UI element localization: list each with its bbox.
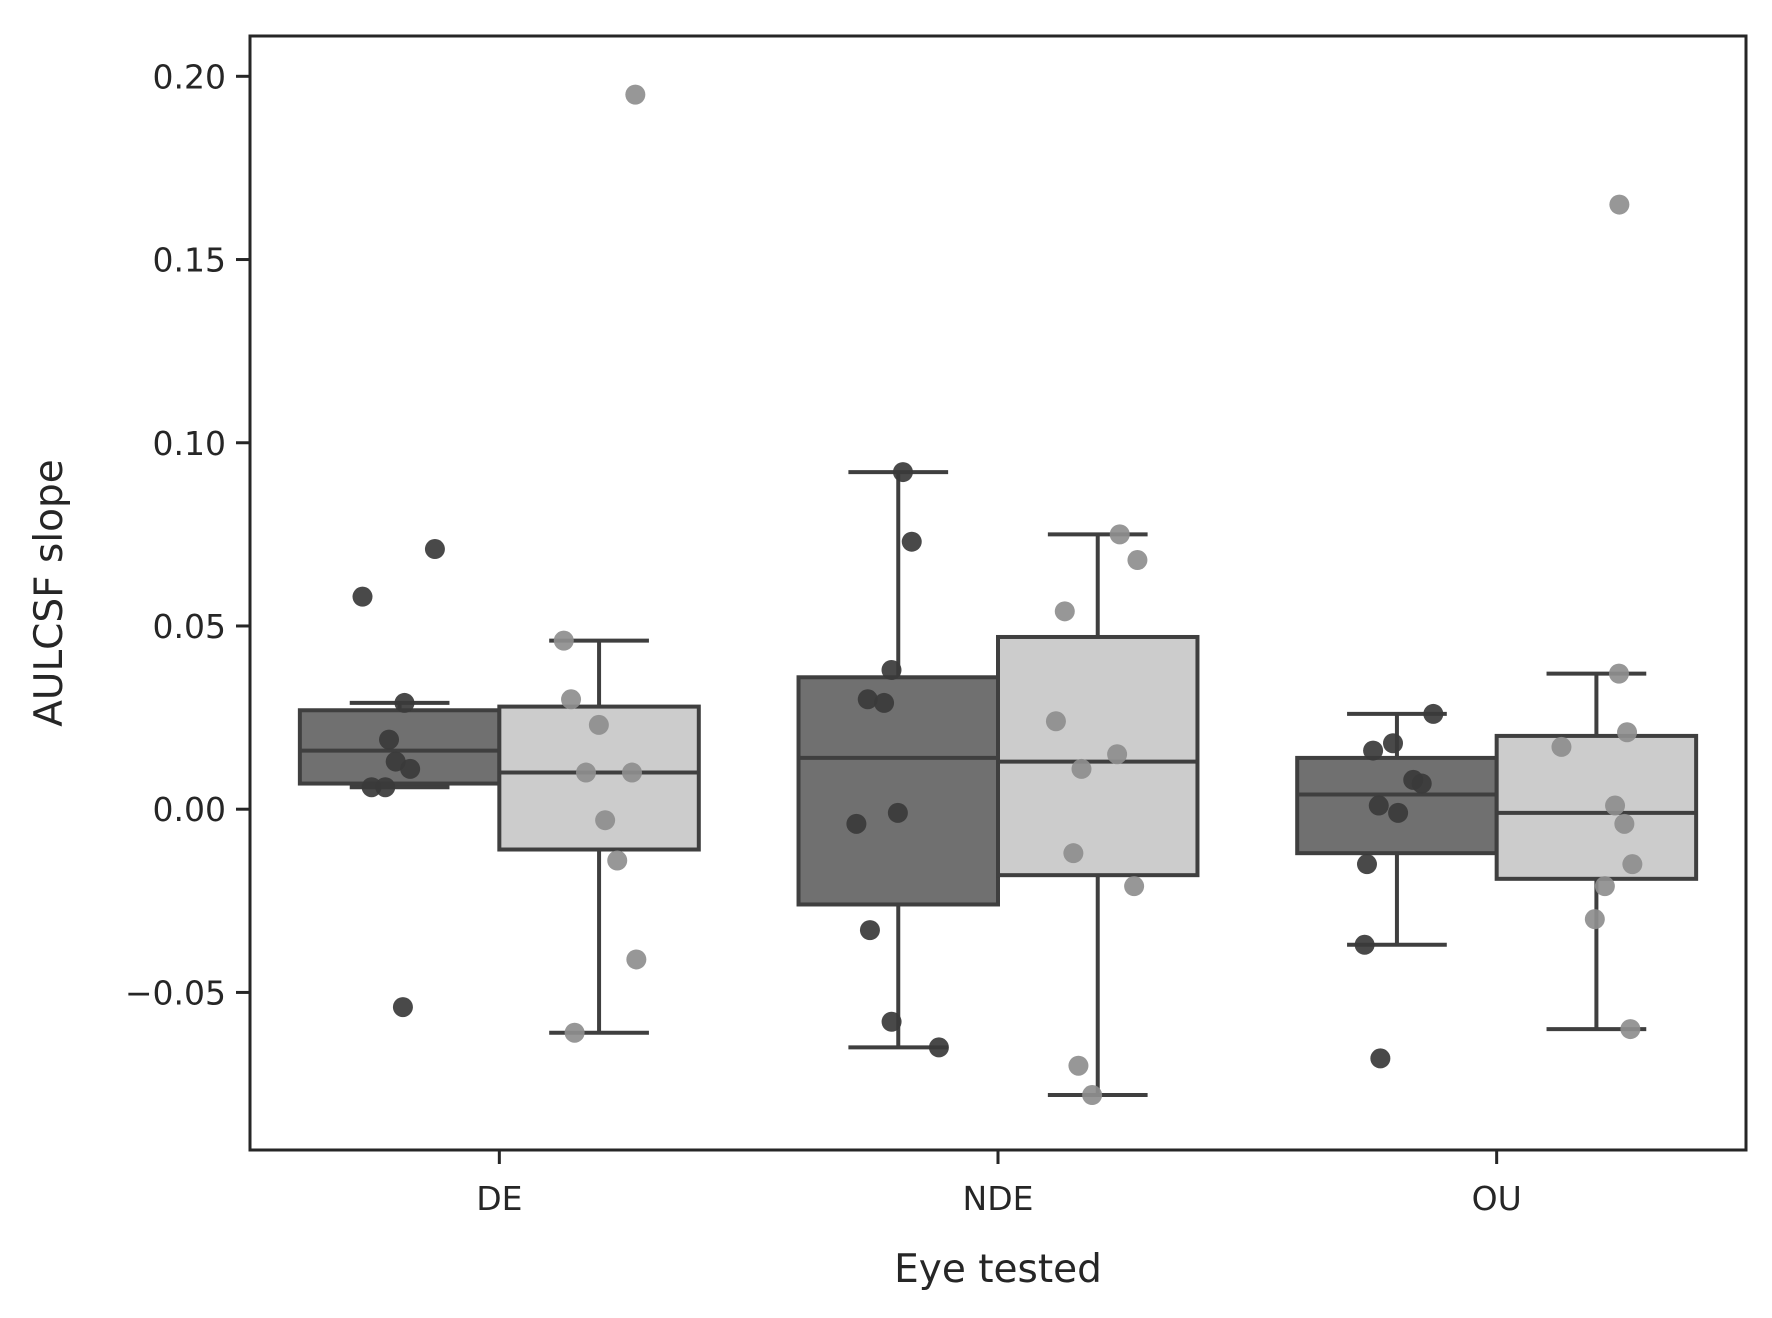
data-point	[846, 813, 867, 834]
data-point	[622, 762, 643, 783]
data-point	[375, 777, 396, 798]
plot-marks	[297, 84, 1699, 1106]
data-point	[400, 758, 421, 779]
data-point	[595, 810, 616, 831]
data-point	[561, 689, 582, 710]
data-point	[352, 586, 373, 607]
data-point	[1605, 795, 1626, 816]
data-point	[901, 531, 922, 552]
x-axis-label: Eye tested	[894, 1247, 1102, 1292]
box-de-series-1	[297, 539, 502, 1018]
data-point	[1584, 909, 1605, 930]
box-body	[996, 634, 1200, 878]
data-point	[1127, 550, 1148, 571]
data-point	[626, 949, 647, 970]
data-point	[1071, 758, 1092, 779]
data-point	[424, 539, 445, 560]
data-point	[1107, 744, 1128, 765]
box-body	[1494, 733, 1699, 881]
y-tick-label: 0.10	[153, 424, 226, 463]
data-point	[394, 692, 415, 713]
data-point	[1054, 601, 1075, 622]
data-point	[1388, 802, 1409, 823]
box-body	[796, 675, 1000, 907]
data-point	[1124, 876, 1145, 897]
data-point	[1109, 524, 1130, 545]
data-point	[392, 997, 413, 1018]
data-point	[1551, 736, 1572, 757]
data-point	[564, 1022, 585, 1043]
data-point	[607, 850, 628, 871]
data-point	[1608, 663, 1629, 684]
x-axis: DE NDE OU	[476, 1150, 1522, 1218]
box-de-series-2	[497, 84, 701, 1043]
x-tick-label: OU	[1472, 1179, 1522, 1218]
y-tick-label: 0.00	[153, 790, 226, 829]
data-point	[1082, 1085, 1103, 1106]
data-point	[1609, 194, 1630, 215]
box-ou-series-1	[1295, 703, 1499, 1069]
data-point	[887, 802, 908, 823]
x-tick-label: DE	[476, 1179, 522, 1218]
y-axis: −0.05 0.00 0.05 0.10 0.15 0.20	[125, 57, 250, 1012]
data-point	[553, 630, 574, 651]
data-point	[1594, 876, 1615, 897]
data-point	[1614, 813, 1635, 834]
y-tick-label: 0.15	[153, 241, 226, 280]
data-point	[588, 714, 609, 735]
x-tick-label: NDE	[963, 1179, 1034, 1218]
data-point	[1617, 722, 1638, 743]
data-point	[625, 84, 646, 105]
y-tick-label: 0.20	[153, 57, 226, 96]
data-point	[1370, 1048, 1391, 1069]
data-point	[1356, 854, 1377, 875]
y-tick-label: −0.05	[125, 973, 226, 1012]
data-point	[1354, 934, 1375, 955]
data-point	[379, 729, 400, 750]
data-point	[361, 777, 382, 798]
y-tick-label: 0.05	[153, 607, 226, 646]
data-point	[859, 920, 880, 941]
data-point	[575, 762, 596, 783]
data-point	[1368, 795, 1389, 816]
data-point	[1383, 733, 1404, 754]
data-point	[881, 659, 902, 680]
data-point	[1620, 1019, 1641, 1040]
data-point	[1622, 854, 1643, 875]
data-point	[928, 1037, 949, 1058]
data-point	[1045, 711, 1066, 732]
plot-frame	[248, 34, 1748, 1152]
box-nde-series-2	[996, 524, 1200, 1106]
data-point	[892, 462, 913, 483]
data-point	[857, 689, 878, 710]
box-ou-series-2	[1494, 194, 1699, 1040]
y-axis-label: AULCSF slope	[27, 459, 72, 727]
data-point	[874, 692, 895, 713]
data-point	[1423, 703, 1444, 724]
data-point	[1068, 1055, 1089, 1076]
data-point	[1363, 740, 1384, 761]
data-point	[881, 1011, 902, 1032]
data-point	[1411, 773, 1432, 794]
data-point	[1063, 843, 1084, 864]
box-nde-series-1	[796, 462, 1000, 1058]
box-body	[297, 708, 502, 786]
